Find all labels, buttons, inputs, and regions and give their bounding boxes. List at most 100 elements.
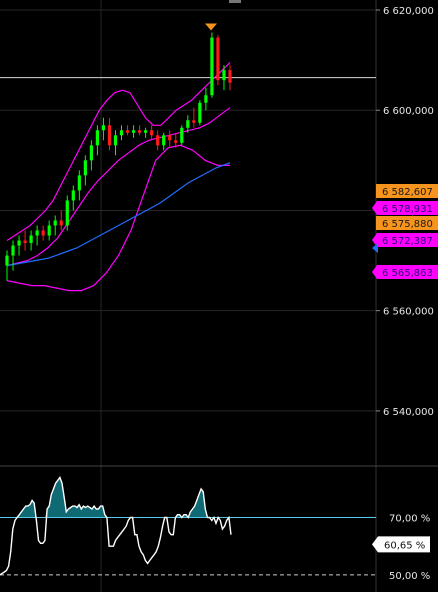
price-tag-label: 6 572,387 bbox=[382, 236, 433, 247]
candlestick bbox=[47, 220, 51, 241]
candlestick bbox=[23, 230, 27, 251]
candlestick bbox=[59, 210, 63, 231]
candle-body bbox=[210, 37, 214, 96]
candle-body bbox=[17, 240, 21, 246]
price-tag-background bbox=[372, 233, 438, 247]
candle-body bbox=[107, 125, 112, 146]
price-tag-label: 6 578,931 bbox=[382, 204, 433, 215]
candlestick bbox=[168, 130, 172, 148]
candlestick bbox=[89, 140, 93, 171]
candle-body bbox=[162, 135, 166, 146]
candlestick bbox=[228, 65, 232, 91]
oscillator-area-fill bbox=[0, 477, 231, 518]
candle-body bbox=[47, 225, 51, 236]
candle-body bbox=[23, 240, 27, 244]
oscillator-current-tag-background bbox=[372, 536, 430, 553]
bollinger-lower-line bbox=[6, 144, 230, 292]
candle-body bbox=[156, 135, 160, 146]
candlestick bbox=[204, 87, 208, 111]
candle-body bbox=[198, 102, 202, 123]
candle-body bbox=[101, 125, 106, 131]
candlestick bbox=[150, 125, 154, 141]
oscillator-line bbox=[0, 476, 232, 576]
candle-body bbox=[228, 70, 232, 83]
candle-body bbox=[144, 130, 148, 133]
candlestick bbox=[210, 32, 214, 98]
candlestick bbox=[95, 125, 100, 156]
candle-body bbox=[11, 245, 15, 256]
price-axis-label: 6 600,000 bbox=[383, 106, 434, 117]
candlestick bbox=[5, 250, 9, 281]
candlestick bbox=[83, 155, 87, 186]
oscillator-axis-label: 50,00 % bbox=[389, 571, 430, 582]
candle-body bbox=[65, 200, 69, 226]
candle-body bbox=[168, 135, 172, 141]
price-marker-icon bbox=[205, 23, 217, 31]
oscillator-panel bbox=[0, 476, 376, 576]
candlestick bbox=[174, 132, 178, 148]
candle-body bbox=[89, 145, 93, 161]
oscillator-current-tag: 60,65 % bbox=[372, 536, 430, 553]
candlestick bbox=[65, 195, 69, 231]
candlestick bbox=[137, 125, 142, 136]
oscillator-axis-label: 70,00 % bbox=[389, 514, 430, 525]
candle-body bbox=[41, 230, 45, 236]
oscillator-current-label: 60,65 % bbox=[384, 540, 425, 551]
price-tag-background bbox=[376, 216, 438, 230]
candlestick bbox=[162, 132, 166, 151]
candlestick bbox=[222, 65, 226, 91]
candlestick bbox=[107, 117, 112, 151]
scroll-handle[interactable] bbox=[229, 0, 241, 3]
price-tag: 6 578,931 bbox=[372, 201, 438, 215]
candle-body bbox=[216, 37, 220, 81]
price-tag-background bbox=[372, 265, 438, 279]
bollinger-middle-line bbox=[6, 107, 231, 267]
chart-grid bbox=[0, 0, 377, 592]
candlestick bbox=[119, 125, 124, 141]
candlestick-series bbox=[5, 32, 232, 281]
candle-body bbox=[35, 230, 39, 236]
candlestick bbox=[216, 35, 220, 86]
candle-body bbox=[83, 160, 87, 176]
candlestick bbox=[77, 170, 81, 201]
bollinger-bands bbox=[6, 62, 231, 292]
candle-body bbox=[77, 175, 81, 191]
candlestick bbox=[113, 130, 118, 156]
candlestick bbox=[17, 235, 21, 256]
moving-average-pointer-icon bbox=[372, 243, 378, 253]
candlestick bbox=[198, 100, 202, 126]
price-tag: 6 572,387 bbox=[372, 233, 438, 247]
candlestick bbox=[131, 125, 136, 138]
candlestick bbox=[186, 115, 190, 133]
price-axis-label: 6 560,000 bbox=[383, 307, 434, 318]
moving-average-line bbox=[6, 162, 231, 267]
price-axis-label: 6 620,000 bbox=[383, 6, 434, 17]
candle-body bbox=[95, 130, 100, 146]
candlestick bbox=[192, 107, 196, 128]
candle-body bbox=[59, 220, 63, 226]
price-tag-label: 6 565,863 bbox=[382, 268, 433, 279]
price-axis-label: 6 540,000 bbox=[383, 407, 434, 418]
candlestick bbox=[35, 225, 39, 246]
candlestick bbox=[144, 127, 148, 138]
price-panel bbox=[0, 0, 376, 292]
candle-body bbox=[71, 190, 75, 201]
candlestick bbox=[156, 130, 160, 151]
candle-body bbox=[150, 130, 154, 136]
bollinger-upper-line bbox=[6, 62, 231, 242]
candle-body bbox=[180, 127, 184, 143]
candlestick bbox=[101, 117, 106, 141]
price-tag: 6 565,863 bbox=[372, 265, 438, 279]
candle-body bbox=[5, 255, 9, 266]
price-tag: 6 575,880 bbox=[376, 216, 438, 230]
candlestick bbox=[180, 125, 184, 146]
price-tag-label: 6 575,880 bbox=[382, 219, 433, 230]
candle-body bbox=[125, 130, 130, 133]
oscillator-axis: 70,00 % 50,00 % 60,65 % bbox=[372, 514, 430, 582]
candle-body bbox=[222, 70, 226, 81]
candle-body bbox=[137, 130, 142, 133]
candle-body bbox=[113, 135, 118, 146]
price-tag-background bbox=[372, 201, 438, 215]
price-tag-background bbox=[376, 184, 438, 198]
